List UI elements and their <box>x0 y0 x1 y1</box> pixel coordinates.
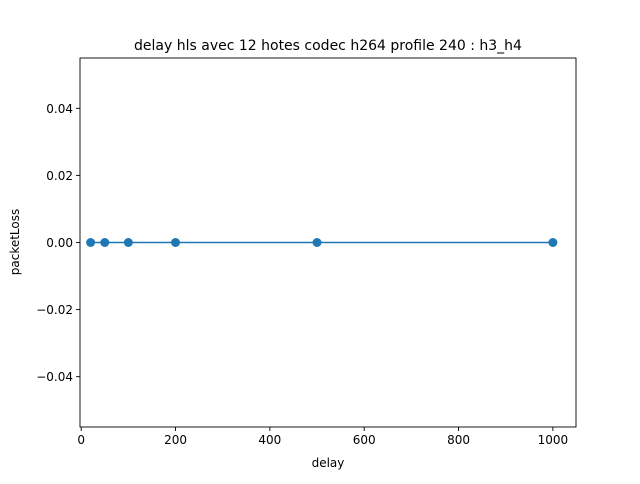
chart-title: delay hls avec 12 hotes codec h264 profi… <box>134 38 522 54</box>
axes: 0 200 400 600 800 1000 −0.04 −0.02 0.00 0.02 0.04 <box>36 57 577 447</box>
data-point <box>100 238 110 247</box>
y-tick-label: 0.00 <box>46 236 73 250</box>
x-tick-label: 800 <box>447 433 470 447</box>
x-tick-label: 600 <box>353 433 376 447</box>
y-tick-label: −0.04 <box>36 370 73 384</box>
data-point <box>548 238 558 247</box>
x-tick-label: 0 <box>77 433 85 447</box>
x-tick-label: 200 <box>164 433 187 447</box>
data-point <box>312 238 322 247</box>
y-tick-label: 0.04 <box>46 102 73 116</box>
x-tick-label: 400 <box>258 433 281 447</box>
y-tick-label: 0.02 <box>46 169 73 183</box>
y-axis-label: packetLoss <box>8 209 22 276</box>
data-point <box>171 238 181 247</box>
y-tick-label: −0.02 <box>36 303 73 317</box>
data-point <box>123 238 133 247</box>
data-point <box>86 238 96 247</box>
x-tick-label: 1000 <box>538 433 569 447</box>
plot-area <box>86 238 558 247</box>
x-axis-label: delay <box>312 456 345 470</box>
